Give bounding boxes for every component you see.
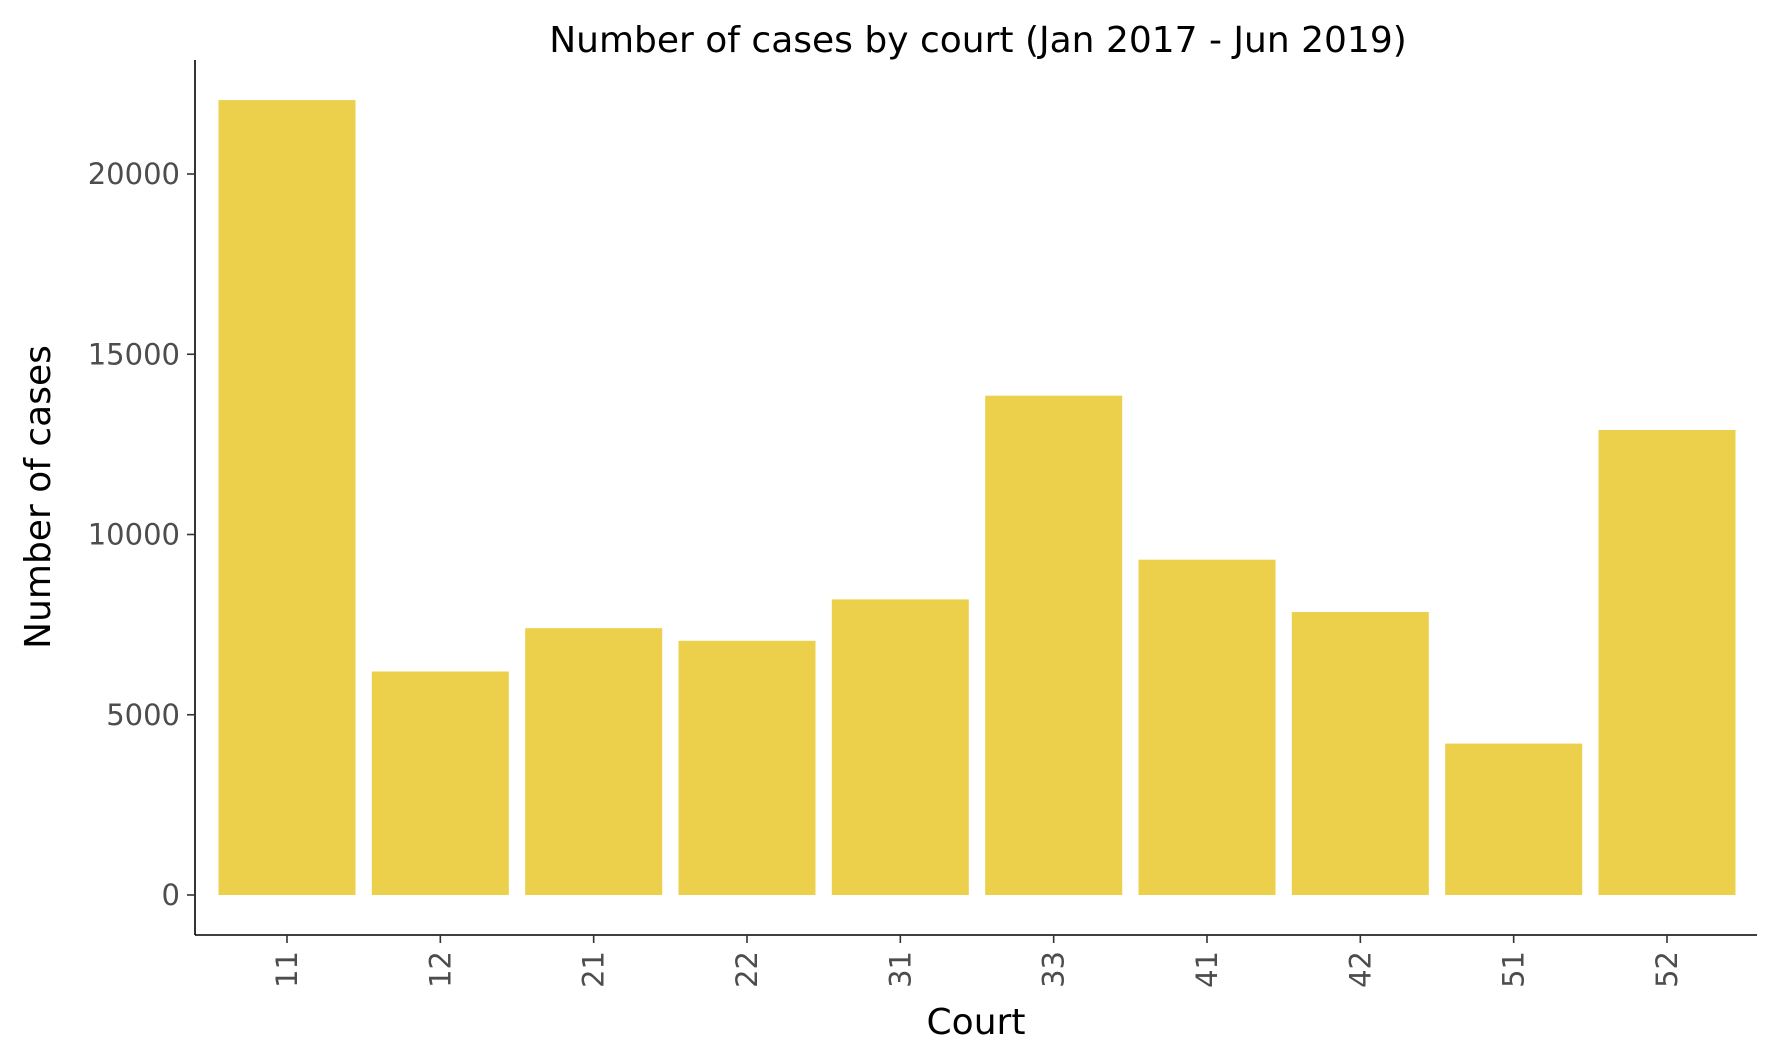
bar-33: [985, 395, 1123, 895]
x-axis-ticks: 11 12 21 22 31 33 41 42 51 52: [270, 935, 1684, 988]
bar-22: [678, 640, 816, 895]
y-tick-label-20000: 20000: [88, 157, 180, 191]
bar-41: [1138, 559, 1276, 895]
x-tick-label-42: 42: [1343, 951, 1377, 988]
bar-52: [1598, 430, 1736, 895]
bar-12: [371, 671, 509, 895]
x-tick-label-11: 11: [270, 951, 304, 988]
x-tick-label-33: 33: [1037, 951, 1071, 988]
bar-31: [831, 599, 969, 895]
chart-title: Number of cases by court (Jan 2017 - Jun…: [549, 20, 1407, 61]
x-tick-label-21: 21: [577, 951, 611, 988]
x-tick-label-31: 31: [883, 951, 917, 988]
bar-11: [218, 100, 356, 896]
x-tick-label-51: 51: [1497, 951, 1531, 988]
y-axis-ticks: 0 5000 10000 15000 20000: [88, 157, 195, 912]
bar-21: [525, 628, 663, 895]
bars-group: [218, 100, 1736, 896]
x-tick-label-52: 52: [1650, 951, 1684, 988]
y-tick-label-15000: 15000: [88, 337, 180, 371]
y-tick-label-10000: 10000: [88, 518, 180, 552]
x-tick-label-41: 41: [1190, 951, 1224, 988]
y-axis-title: Number of cases: [18, 345, 59, 649]
bar-51: [1445, 743, 1583, 895]
y-tick-label-0: 0: [162, 878, 180, 912]
x-tick-label-22: 22: [730, 951, 764, 988]
plot-area: 0 5000 10000 15000 20000 11 12 21 22 31 33 41 42 51 5…: [88, 60, 1757, 988]
x-tick-label-12: 12: [423, 951, 457, 988]
x-axis-title: Court: [927, 1002, 1026, 1043]
bar-42: [1291, 612, 1429, 895]
y-tick-label-5000: 5000: [106, 698, 180, 732]
